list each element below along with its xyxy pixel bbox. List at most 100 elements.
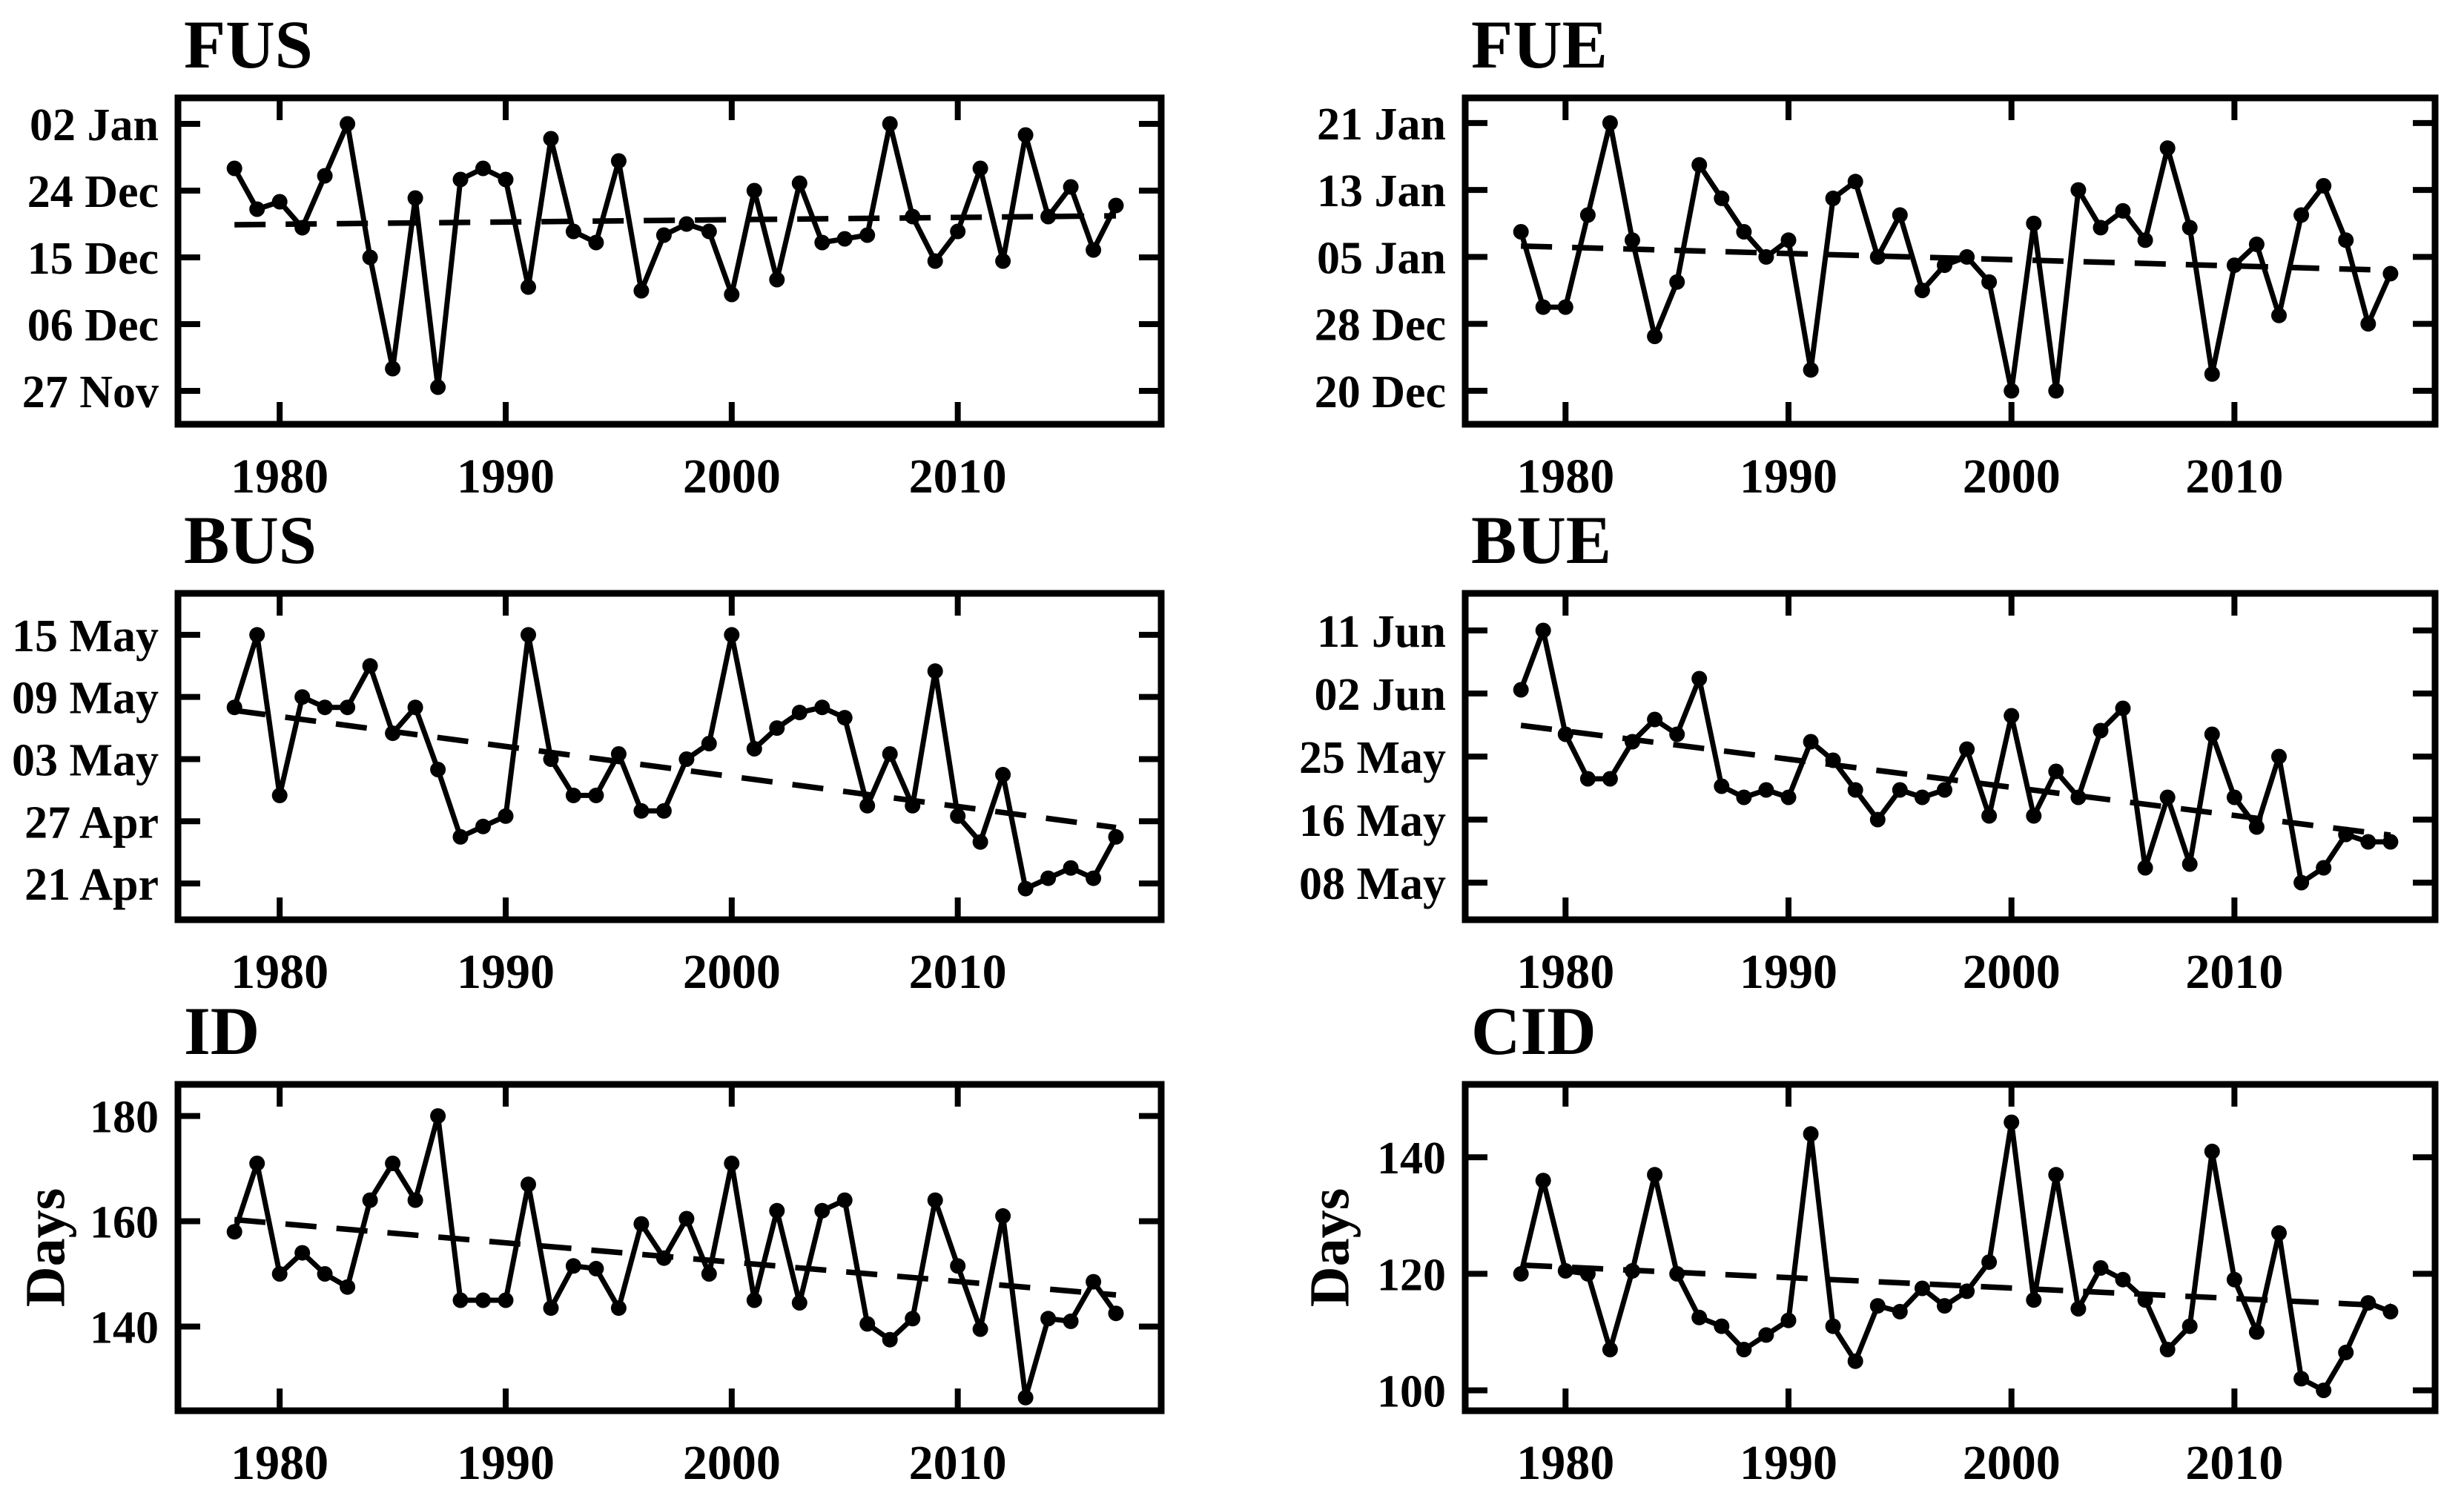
cid-data-point [2004,1114,2020,1130]
bus-data-point [294,689,311,705]
bue-data-point [1557,726,1573,742]
id-data-point [724,1156,740,1171]
fue-data-point [2026,215,2042,231]
fus-xtick-label: 1990 [457,449,555,504]
fus-data-point [814,234,830,251]
fue-ytick-label: 28 Dec [1315,300,1446,351]
bus-data-point [633,803,650,819]
fue-axes-frame [1461,94,2439,428]
id-data-point [995,1208,1011,1224]
bus-data-point [791,705,807,721]
fus-data-point [859,227,876,243]
cid-data-point [2115,1271,2131,1288]
panel-title-cid: CID [1471,993,1596,1069]
bue-data-point [1758,782,1774,798]
id-ytick-label: 180 [90,1093,159,1143]
cid-data-point [1869,1298,1886,1314]
cid-data-point [1914,1280,1930,1297]
bue-data-point [1602,771,1618,787]
bue-data-point [1714,778,1730,794]
fue-data-point [2248,236,2265,252]
cid-data-point [1669,1265,1685,1282]
bus-data-point [226,699,242,716]
bue-data-point [2248,819,2265,835]
cid-data-point [1981,1254,1998,1271]
bus-data-point [452,828,469,845]
fus-data-point [1063,179,1079,195]
fus-data-point [340,116,356,132]
bue-data-point [1803,734,1819,750]
fus-data-point [724,286,740,303]
fus-data-point [769,271,785,288]
bue-data-point [2204,726,2220,742]
fus-data-point [543,131,559,147]
fue-data-point [1557,299,1573,315]
bue-data-point [2004,708,2020,724]
cid-data-point [2159,1342,2176,1357]
cid-data-point [2248,1324,2265,1340]
bus-xtick-label: 1980 [231,945,328,999]
bue-data-point [1869,811,1886,828]
id-data-point [655,1250,672,1266]
cid-data-point [1959,1283,1975,1299]
fus-data-point [565,223,581,240]
id-data-point [814,1202,830,1219]
cid-data-point [1825,1318,1841,1334]
fus-ytick-label: 24 Dec [27,167,159,217]
id-xtick-label: 2010 [909,1436,1007,1490]
bus-data-point [769,720,785,737]
bus-data-point [882,746,898,762]
fus-ytick-label: 27 Nov [22,367,159,418]
bus-data-point [249,627,265,643]
fue-data-point [2181,220,2198,236]
bue-data-point [2093,722,2109,739]
fue-data-point [1847,174,1863,190]
bue-data-point [2360,834,2377,850]
bue-data-point [1625,734,1640,750]
cid-data-point [2360,1295,2377,1311]
bus-data-point [498,808,514,824]
bus-data-point [340,699,356,716]
fus-trend-line [234,213,1117,228]
id-data-point [249,1156,265,1171]
fue-xtick-label: 2000 [1963,449,2061,504]
bus-data-line [231,632,1119,892]
bue-data-point [1535,622,1551,639]
fue-data-point [1579,207,1596,223]
bus-data-point [905,797,921,814]
fus-data-point [407,190,423,206]
bue-data-point [1647,711,1663,728]
bus-data-point [1040,870,1057,886]
id-data-point [701,1266,717,1282]
bue-data-point [2316,860,2332,876]
id-data-point [452,1292,469,1308]
cid-data-point [1535,1173,1551,1189]
cid-ytick-label: 140 [1377,1133,1446,1184]
fus-data-point [521,279,536,295]
bus-data-point [950,808,966,824]
fue-data-point [1981,274,1998,290]
fus-data-point [610,153,627,169]
fus-data-point [588,234,604,251]
cid-data-point [1625,1262,1640,1279]
fue-data-point [2159,140,2176,157]
bus-ytick-label: 09 May [12,673,159,724]
y-axis-label-id: Days [14,1187,77,1308]
fue-ytick-label: 13 Jan [1317,166,1446,217]
bus-ytick-label: 27 Apr [24,797,159,848]
fus-data-point [317,168,333,184]
bus-xtick-label: 2010 [909,945,1007,999]
bus-data-point [814,699,830,716]
cid-axes-frame [1461,1081,2439,1414]
id-data-point [633,1216,650,1232]
id-data-point [746,1292,762,1308]
fus-data-point [678,216,695,232]
fue-data-point [1780,232,1797,248]
cid-data-point [2226,1271,2242,1288]
cid-data-point [1937,1298,1952,1314]
id-xtick-label: 2000 [683,1436,781,1490]
fus-ytick-label: 15 Dec [27,234,159,284]
bue-data-point [1892,782,1908,798]
bus-data-point [701,736,717,751]
bus-data-point [543,751,559,767]
